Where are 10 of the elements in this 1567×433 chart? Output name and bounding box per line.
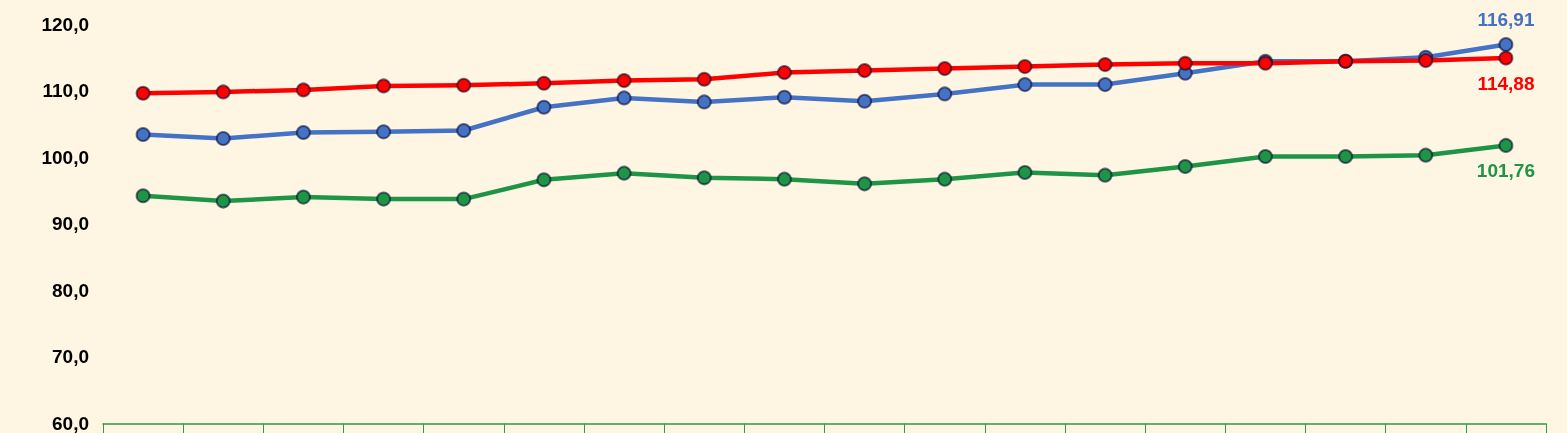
data-label: 116,91: [1477, 9, 1535, 31]
y-tick-label: 70,0: [52, 346, 89, 368]
y-tick-label: 120,0: [41, 13, 89, 35]
y-tick-label: 80,0: [52, 279, 89, 301]
data-label: 101,76: [1476, 159, 1535, 181]
y-tick-label: 90,0: [52, 213, 89, 235]
y-tick-label: 110,0: [42, 80, 89, 102]
y-tick-label: 100,0: [41, 146, 89, 168]
data-label: 114,88: [1477, 72, 1535, 94]
y-tick-label: 60,0: [52, 413, 89, 433]
